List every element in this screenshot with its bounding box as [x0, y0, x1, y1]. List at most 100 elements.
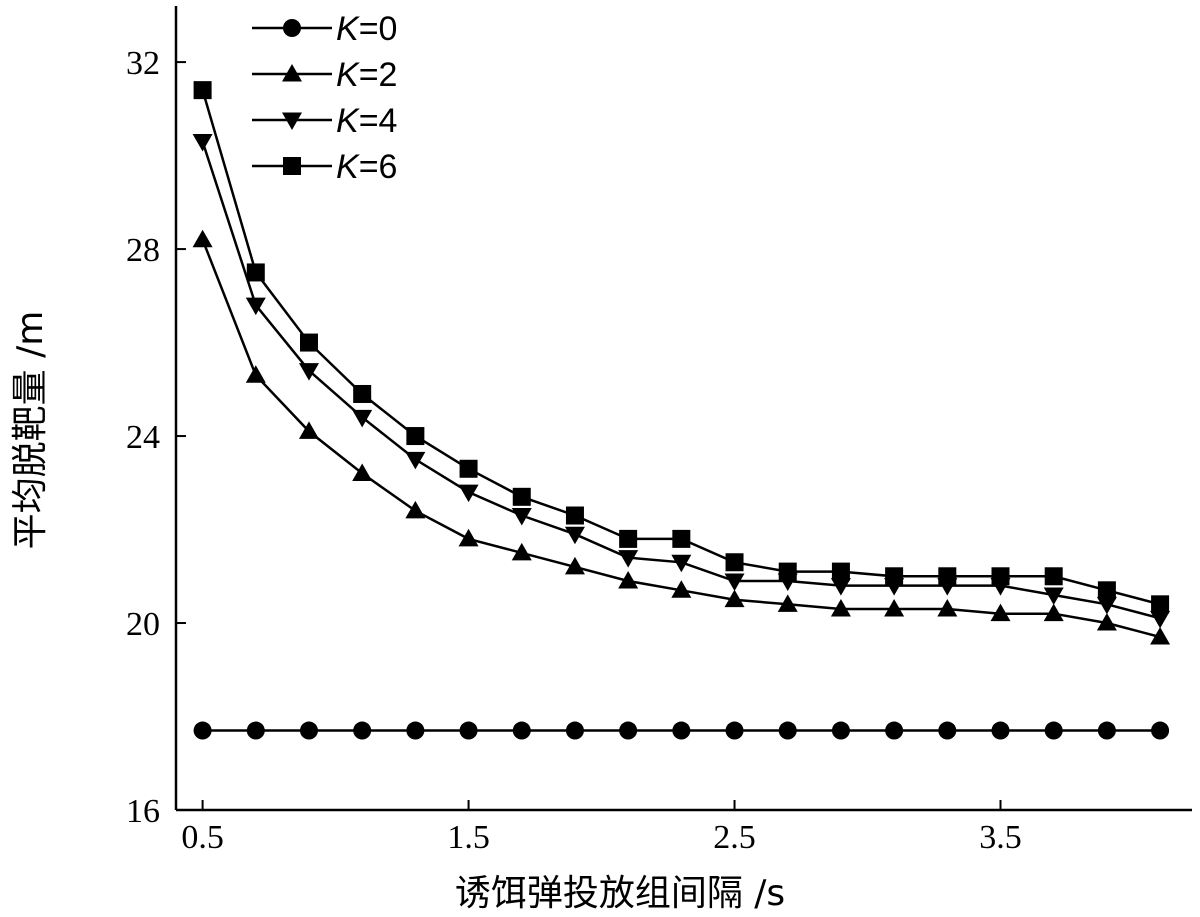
data-point [618, 550, 639, 568]
data-point [512, 487, 531, 506]
y-tick-label: 24 [126, 419, 160, 456]
data-point [298, 363, 319, 381]
y-tick-label: 28 [126, 232, 160, 269]
data-point [1150, 610, 1171, 629]
data-point [1043, 587, 1064, 605]
x-tick-label: 0.5 [181, 819, 224, 856]
legend-marker [282, 112, 302, 130]
x-tick-label: 3.5 [979, 819, 1022, 856]
y-tick-label: 20 [126, 606, 160, 643]
legend-label: K=0 [336, 10, 397, 48]
data-point [192, 229, 213, 248]
data-point [352, 409, 373, 428]
data-point [619, 529, 638, 548]
series-layer [192, 81, 1171, 740]
data-point [459, 459, 478, 478]
data-point [192, 134, 213, 152]
data-point [1097, 721, 1116, 740]
data-point [938, 567, 957, 586]
data-point [511, 508, 532, 526]
legend-item: K=0 [252, 10, 397, 48]
legend-marker [283, 19, 301, 37]
data-point [353, 721, 372, 740]
data-point [1096, 613, 1117, 631]
data-point [778, 562, 797, 581]
data-point [1043, 603, 1064, 622]
series-triangle-up [192, 229, 1171, 645]
data-point [724, 573, 745, 591]
data-point [512, 721, 531, 740]
data-point [937, 599, 958, 617]
legend-label: K=2 [336, 56, 397, 94]
data-point [991, 721, 1010, 740]
legend-label: K=6 [336, 148, 397, 186]
data-point [353, 384, 372, 403]
data-point [458, 528, 479, 547]
y-axis-title: 平均脱靶量 /m [10, 311, 51, 550]
data-point [1097, 581, 1116, 600]
data-point [725, 721, 744, 740]
data-point [564, 526, 585, 545]
legend-item: K=4 [252, 102, 397, 140]
data-point [458, 484, 479, 503]
data-point [246, 263, 265, 282]
data-point [405, 500, 426, 519]
data-point [778, 721, 797, 740]
x-tick-label: 1.5 [447, 819, 490, 856]
axes: 0.5 1.5 2.5 3.5 16 20 24 28 32 [126, 6, 1192, 856]
data-point [1150, 627, 1171, 645]
data-point [991, 567, 1010, 586]
series-triangle-down [192, 134, 1171, 629]
data-point [193, 81, 212, 100]
data-point [990, 603, 1011, 622]
data-point [245, 365, 266, 383]
data-point [406, 427, 425, 446]
data-point [565, 721, 584, 740]
data-point [406, 721, 425, 740]
legend-label: K=4 [336, 102, 397, 140]
data-point [885, 567, 904, 586]
data-point [1151, 721, 1170, 740]
series-circle [193, 721, 1170, 740]
data-point [938, 721, 957, 740]
legend-marker [282, 64, 302, 82]
data-point [299, 721, 318, 740]
x-tick-label: 2.5 [713, 819, 756, 856]
data-point [298, 421, 319, 439]
legend-item: K=6 [252, 148, 397, 186]
y-tick-label: 32 [126, 45, 160, 82]
data-point [672, 529, 691, 548]
data-point [405, 451, 426, 470]
legend: K=0 K=2 K=4 K=6 [252, 10, 397, 186]
series-square [193, 81, 1170, 614]
data-point [1044, 721, 1063, 740]
legend-item: K=2 [252, 56, 397, 94]
data-point [777, 594, 798, 612]
data-point [352, 463, 373, 481]
data-point [1096, 596, 1117, 615]
data-point [459, 721, 478, 740]
data-point [831, 721, 850, 740]
data-point [246, 721, 265, 740]
legend-marker [283, 157, 301, 175]
data-point [672, 721, 691, 740]
y-tick-label: 16 [126, 793, 160, 830]
data-point [619, 721, 638, 740]
data-point [511, 542, 532, 561]
data-point [564, 556, 585, 575]
data-point [725, 553, 744, 572]
x-axis-title: 诱饵弹投放组间隔 /s [455, 873, 785, 914]
data-point [831, 562, 850, 581]
data-point [671, 580, 692, 598]
data-point [724, 589, 745, 608]
data-point [830, 578, 851, 596]
data-point [1151, 595, 1170, 614]
data-point [299, 333, 318, 352]
data-point [193, 721, 212, 740]
data-point [885, 721, 904, 740]
data-point [830, 599, 851, 617]
data-point [565, 506, 584, 525]
data-point [671, 554, 692, 573]
data-point [618, 570, 639, 589]
